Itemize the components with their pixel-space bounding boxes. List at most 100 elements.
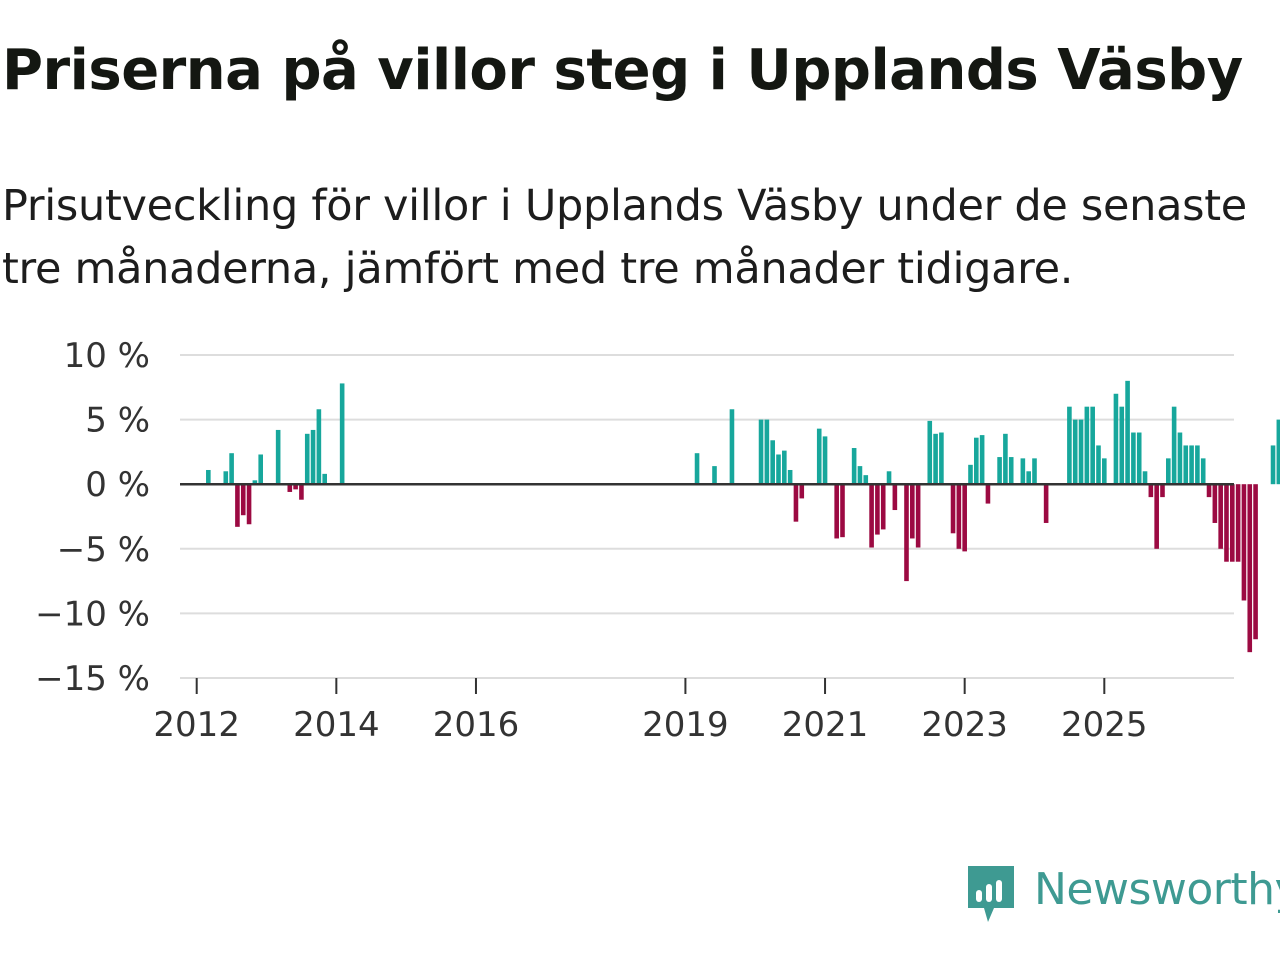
x-tick-label: 2025 xyxy=(1061,705,1148,745)
bar xyxy=(822,436,828,485)
bar xyxy=(834,484,839,539)
bars xyxy=(206,380,1280,653)
bar xyxy=(1078,419,1084,485)
bar xyxy=(939,432,944,485)
bar xyxy=(1212,484,1218,523)
newsworthy-logo[interactable]: Newsworthy xyxy=(964,862,1280,926)
y-tick-label: 0 % xyxy=(85,465,150,505)
bar xyxy=(1020,458,1026,485)
bar xyxy=(339,383,345,485)
bar xyxy=(758,419,764,485)
y-tick-label: −10 % xyxy=(35,594,150,634)
y-tick-label: −15 % xyxy=(35,659,150,699)
bar xyxy=(1200,458,1206,485)
chart-subtitle: Prisutveckling för villor i Upplands Väs… xyxy=(2,181,1247,294)
bar xyxy=(927,420,933,485)
x-tick-label: 2021 xyxy=(782,705,869,745)
bar xyxy=(1084,406,1090,485)
bar xyxy=(1154,484,1159,549)
bar xyxy=(869,484,874,548)
bar xyxy=(258,454,263,485)
bar xyxy=(880,484,886,530)
x-tick-label: 2016 xyxy=(433,705,520,745)
bar xyxy=(950,484,956,534)
bar xyxy=(962,484,967,552)
bar xyxy=(1218,484,1223,549)
bar xyxy=(904,484,909,582)
bar xyxy=(1189,445,1194,485)
bar xyxy=(956,484,962,549)
bar xyxy=(1183,445,1189,485)
bar xyxy=(694,453,700,485)
bar xyxy=(1096,445,1101,485)
bar xyxy=(1090,406,1095,485)
bar xyxy=(764,419,770,485)
bar xyxy=(787,469,793,485)
bar xyxy=(729,409,735,485)
chart-title: Priserna på villor steg i Upplands Väsby xyxy=(2,38,1243,103)
bar xyxy=(1253,484,1258,640)
x-tick-label: 2023 xyxy=(921,705,1008,745)
x-tick-label: 2019 xyxy=(642,705,729,745)
bar xyxy=(985,484,991,504)
gridlines xyxy=(180,354,1234,679)
x-tick-label: 2012 xyxy=(153,705,240,745)
bar-chart: 10 % 5 % 0 % −5 % −10 % −15 %2012 2014 2016 2019… xyxy=(35,336,1280,745)
bar xyxy=(1136,432,1142,485)
bar xyxy=(1102,458,1107,485)
axes xyxy=(180,482,1234,694)
bar xyxy=(712,466,717,485)
bar xyxy=(293,484,298,490)
bar xyxy=(1043,484,1049,523)
bar xyxy=(275,429,281,485)
x-tick-label: 2014 xyxy=(293,705,380,745)
bar xyxy=(1026,471,1031,485)
bar xyxy=(1241,484,1247,601)
bar xyxy=(857,466,863,485)
bar xyxy=(299,484,304,500)
bar xyxy=(997,457,1002,485)
bar xyxy=(1008,457,1014,485)
bar xyxy=(1247,484,1253,653)
bar xyxy=(1270,445,1276,485)
bar xyxy=(915,484,921,548)
bar xyxy=(1224,484,1229,562)
bar xyxy=(1032,458,1037,485)
bar xyxy=(863,475,869,485)
bar xyxy=(1166,458,1171,485)
bar xyxy=(310,429,316,485)
bar xyxy=(1072,419,1078,485)
bar xyxy=(235,484,240,527)
bar xyxy=(974,437,979,485)
bar xyxy=(1171,406,1177,485)
bar xyxy=(1206,484,1212,498)
y-tick-label: −5 % xyxy=(57,530,150,570)
bar xyxy=(1125,380,1130,485)
bar xyxy=(1142,471,1148,485)
y-tick-label: 10 % xyxy=(64,336,150,376)
bar xyxy=(1160,484,1165,498)
bar xyxy=(246,484,252,525)
bar xyxy=(1230,484,1235,562)
bar xyxy=(223,471,229,485)
bar xyxy=(1276,419,1280,485)
bar xyxy=(1235,484,1241,562)
labels: 10 % 5 % 0 % −5 % −10 % −15 %2012 2014 2016 2019… xyxy=(35,336,1148,745)
bar xyxy=(1113,393,1119,485)
bar xyxy=(886,471,892,485)
bar xyxy=(1119,406,1125,485)
newsworthy-logo-icon xyxy=(968,866,1014,922)
bar xyxy=(851,448,857,485)
bar xyxy=(875,484,880,535)
bar xyxy=(1195,445,1200,485)
bar xyxy=(892,484,898,511)
y-tick-label: 5 % xyxy=(85,401,150,441)
bar xyxy=(979,435,985,485)
bar xyxy=(229,453,234,485)
bar xyxy=(793,484,799,522)
bar xyxy=(252,480,258,485)
bar xyxy=(968,464,973,485)
bar xyxy=(816,428,822,485)
bar xyxy=(840,484,845,538)
bar xyxy=(1177,432,1183,485)
